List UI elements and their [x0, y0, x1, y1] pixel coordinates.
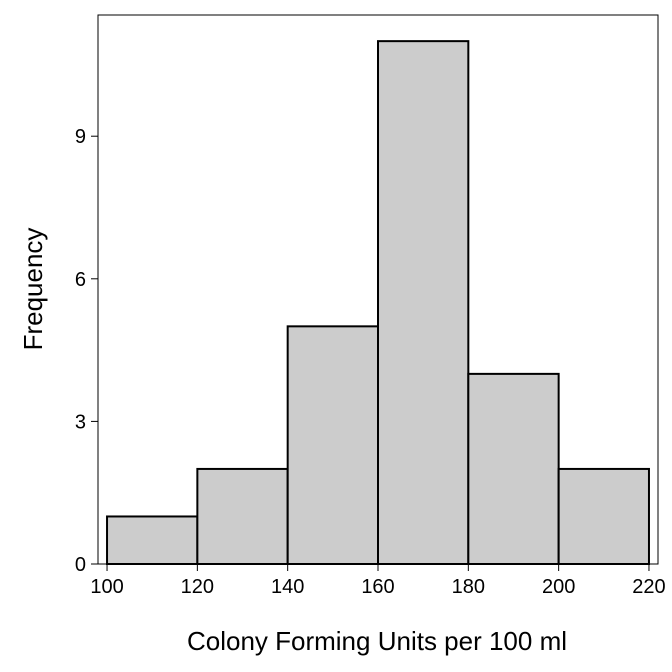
y-tick-label: 3	[75, 411, 86, 433]
x-tick-label: 120	[181, 576, 214, 598]
histogram-bar-160-180	[377, 40, 470, 565]
x-tick-label: 220	[632, 576, 665, 598]
y-tick-label: 0	[75, 554, 86, 576]
y-axis-title: Frequency	[18, 228, 48, 351]
x-tick-label: 200	[542, 576, 575, 598]
histogram-bar-100-120	[106, 515, 199, 565]
histogram-bar-200-220	[557, 467, 650, 565]
histogram-bar-140-160	[286, 325, 380, 566]
x-tick-label: 140	[271, 576, 304, 598]
x-axis-title: Colony Forming Units per 100 ml	[187, 626, 567, 656]
bars-layer	[106, 40, 650, 566]
x-tick-label: 100	[90, 576, 123, 598]
histogram-bar-180-200	[467, 372, 560, 565]
y-tick-label: 6	[75, 269, 86, 291]
histogram-bar-120-140	[196, 467, 289, 565]
y-tick-label: 9	[75, 126, 86, 148]
x-tick-label: 160	[361, 576, 394, 598]
y-axis: 0 3 6 9	[75, 126, 98, 576]
x-axis: 100 120 140 160 180 200 220	[90, 564, 666, 598]
x-tick-label: 180	[452, 576, 485, 598]
